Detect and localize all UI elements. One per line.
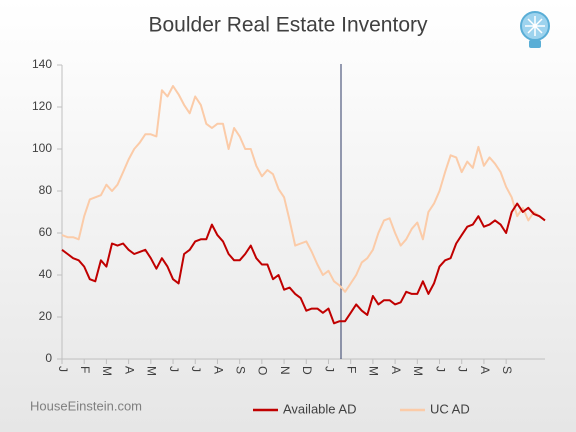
footer: HouseEinstein.com [30, 398, 142, 413]
legend-label: Available AD [283, 401, 356, 416]
x-tick-label: J [167, 366, 181, 372]
x-tick-label: N [278, 366, 292, 375]
x-tick-label: A [389, 366, 403, 374]
x-tick-label: M [367, 366, 381, 376]
data-line [61, 85, 546, 293]
x-tick-label: J [322, 366, 336, 372]
data-line [61, 202, 546, 325]
y-tick-label: 40 [39, 267, 53, 281]
y-tick-label: 20 [39, 309, 53, 323]
logo [520, 11, 550, 48]
x-tick-label: A [211, 366, 225, 374]
x-tick-label: J [189, 366, 203, 372]
x-tick-label: S [500, 366, 514, 374]
x-tick-label: A [478, 366, 492, 374]
y-tick-label: 140 [32, 57, 52, 71]
x-tick-label: F [345, 366, 359, 373]
y-tick-label: 60 [39, 225, 53, 239]
x-tick-label: F [78, 366, 92, 373]
y-tick-label: 80 [39, 183, 53, 197]
x-tick-label: D [300, 366, 314, 375]
y-tick-label: 100 [32, 141, 52, 155]
chart-title: Boulder Real Estate Inventory [149, 14, 428, 37]
x-tick-label: J [56, 366, 70, 372]
x-tick-label: J [456, 366, 470, 372]
x-tick-label: O [256, 366, 270, 375]
x-tick-label: M [100, 366, 114, 376]
x-tick-label: S [233, 366, 247, 374]
x-tick-label: M [411, 366, 425, 376]
y-tick-label: 120 [32, 99, 52, 113]
y-tick-label: 0 [45, 351, 52, 365]
x-tick-label: A [122, 366, 136, 374]
legend-label: UC AD [430, 401, 470, 416]
x-tick-label: M [145, 366, 159, 376]
x-tick-label: J [433, 366, 447, 372]
